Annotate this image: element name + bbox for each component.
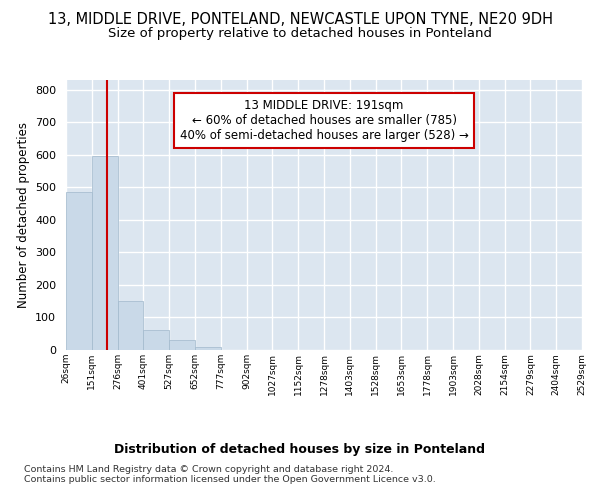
- Bar: [169, 340, 195, 350]
- Text: Size of property relative to detached houses in Ponteland: Size of property relative to detached ho…: [108, 28, 492, 40]
- Bar: [143, 330, 169, 350]
- Bar: [66, 192, 92, 350]
- Bar: [92, 156, 118, 350]
- Bar: [195, 346, 221, 350]
- Text: 13 MIDDLE DRIVE: 191sqm
← 60% of detached houses are smaller (785)
40% of semi-d: 13 MIDDLE DRIVE: 191sqm ← 60% of detache…: [179, 99, 469, 142]
- Text: 13, MIDDLE DRIVE, PONTELAND, NEWCASTLE UPON TYNE, NE20 9DH: 13, MIDDLE DRIVE, PONTELAND, NEWCASTLE U…: [47, 12, 553, 28]
- Text: Distribution of detached houses by size in Ponteland: Distribution of detached houses by size …: [115, 442, 485, 456]
- Y-axis label: Number of detached properties: Number of detached properties: [17, 122, 29, 308]
- Bar: [118, 301, 143, 350]
- Text: Contains HM Land Registry data © Crown copyright and database right 2024.
Contai: Contains HM Land Registry data © Crown c…: [24, 465, 436, 484]
